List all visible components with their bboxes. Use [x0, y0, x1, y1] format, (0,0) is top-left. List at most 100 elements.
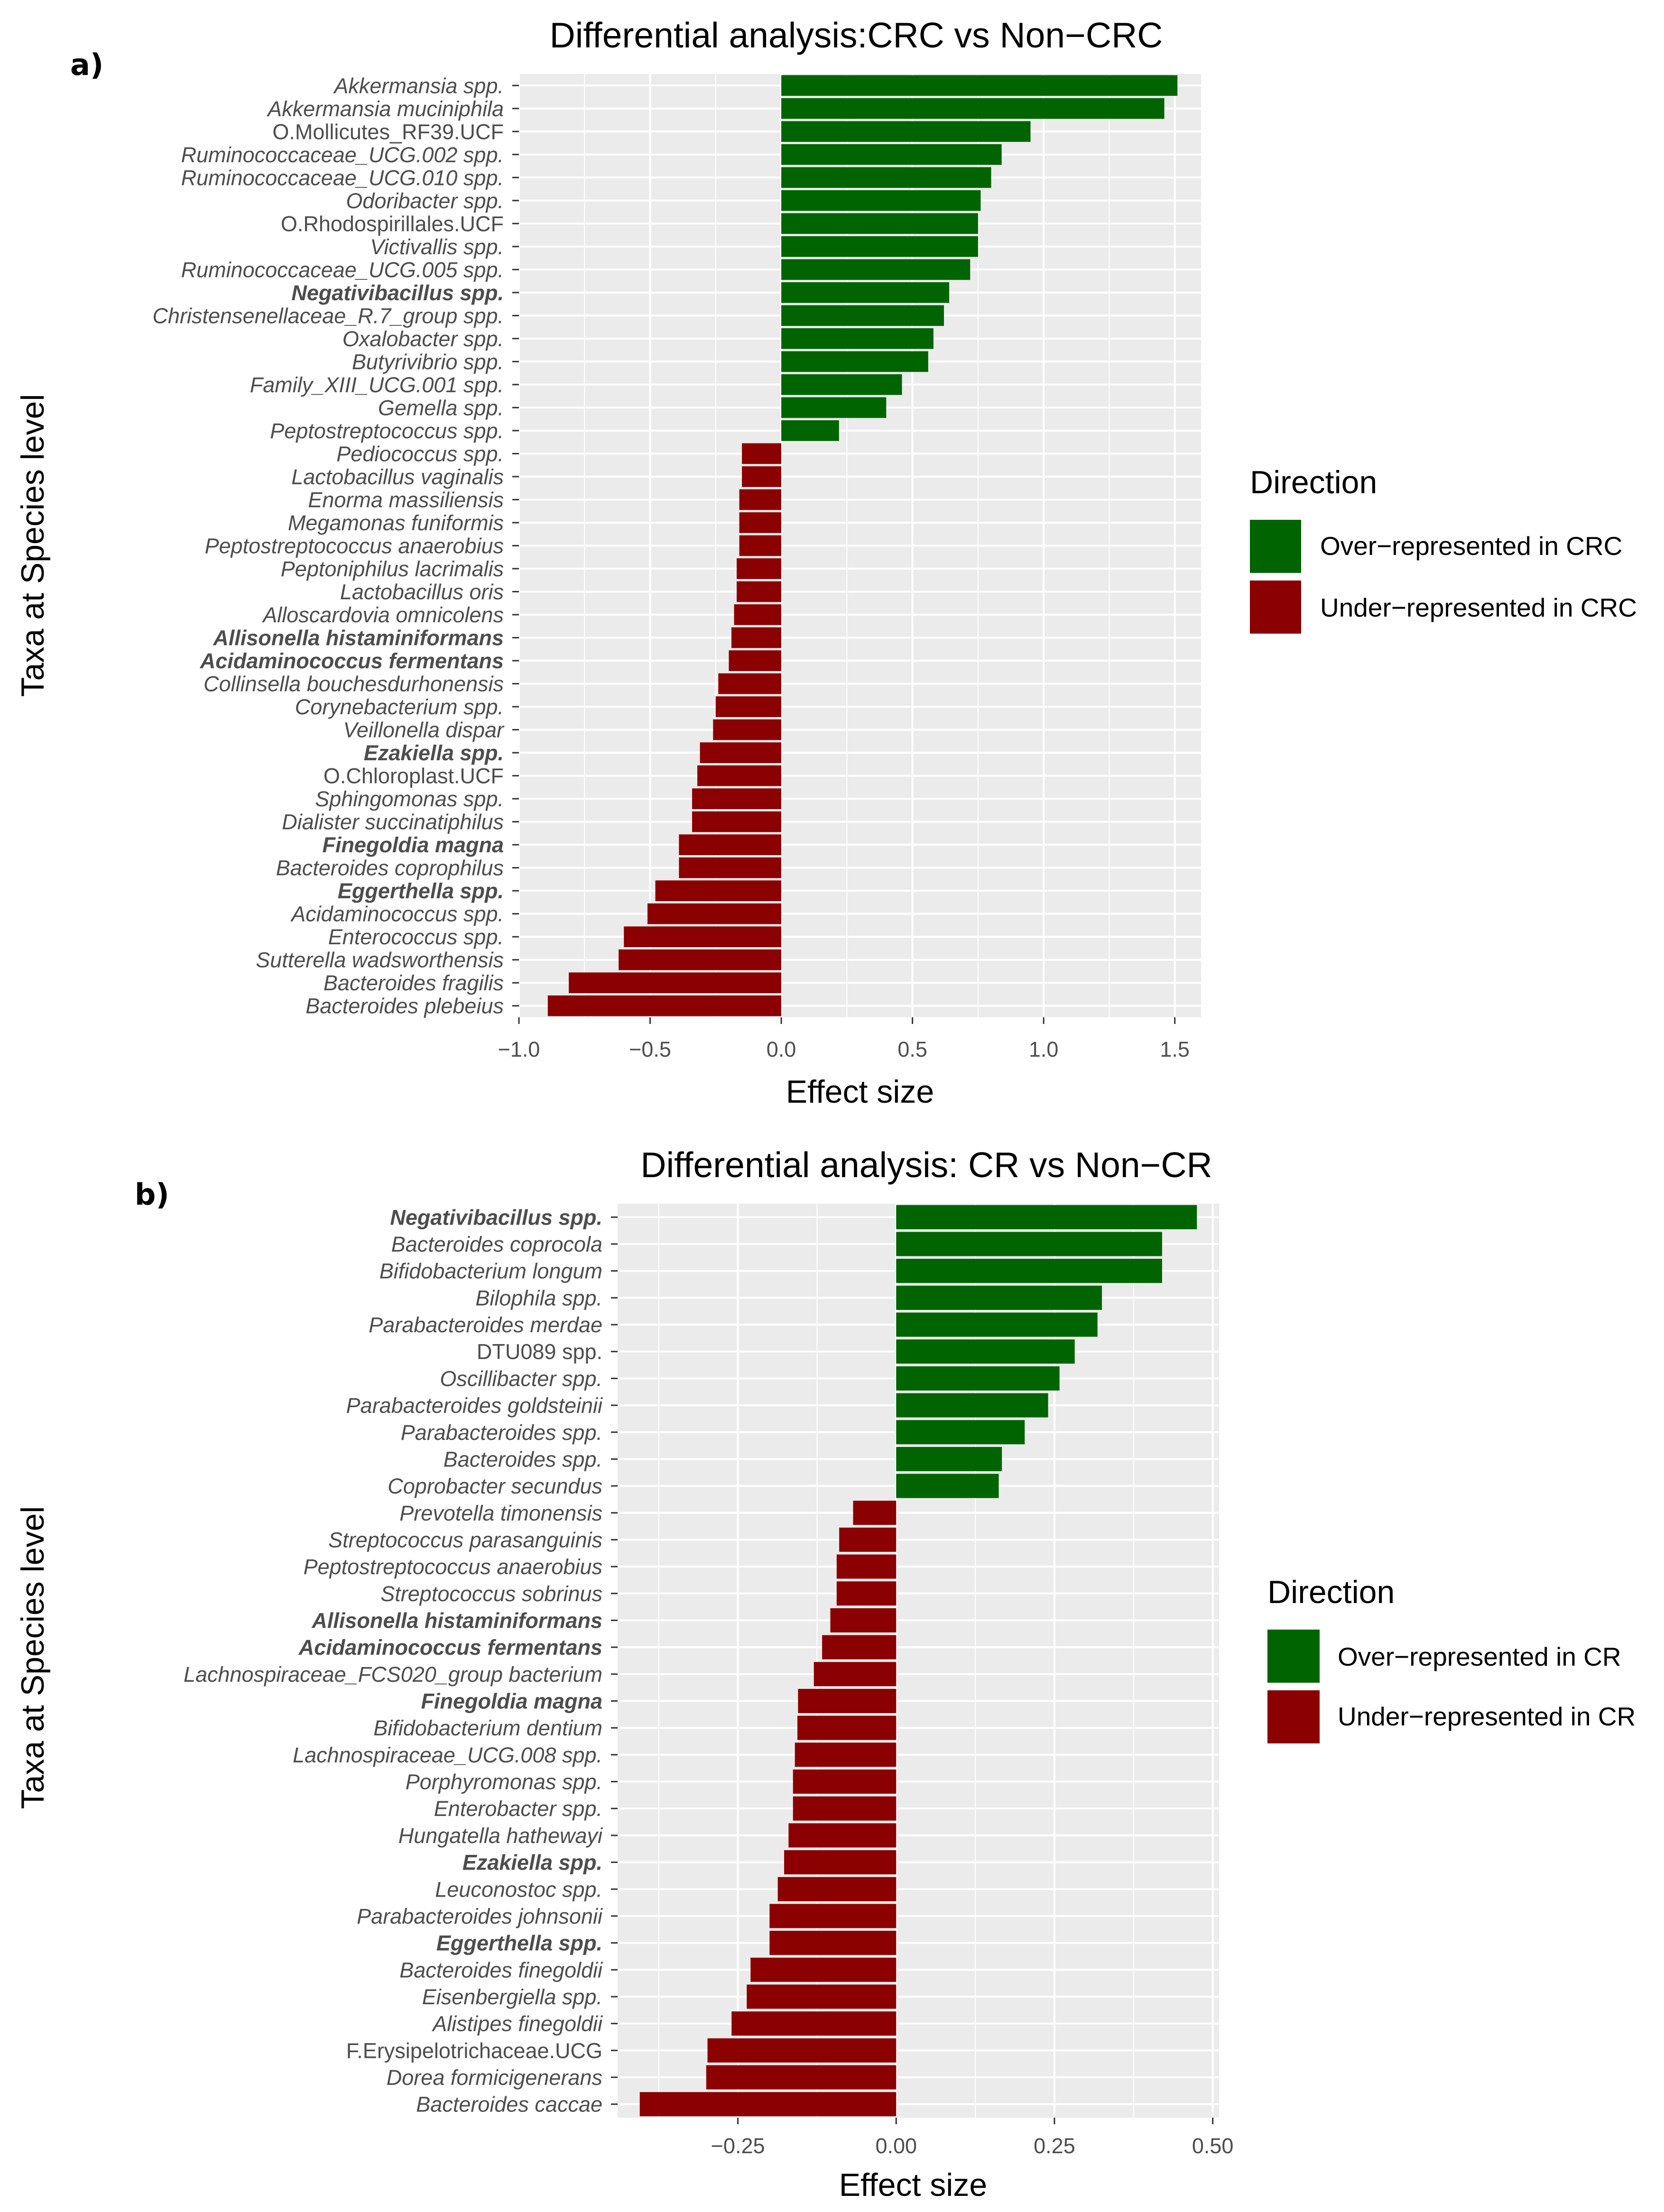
b-label-streptococcus-sobrinus: Streptococcus sobrinus [380, 1582, 602, 1606]
a-bar-lactobacillus-oris [737, 581, 782, 602]
a-bar-peptoniphilus-lacrimalis [737, 558, 782, 579]
panel-a: a) Differential analysis:CRC vs Non−CRC … [15, 15, 1637, 1110]
b-label-finegoldia-magna: Finegoldia magna [421, 1689, 602, 1714]
a-bar-ruminococcaceae-ucg-005-spp [781, 259, 971, 280]
panel-b-label: b) [135, 1177, 169, 1212]
a-x-tick-label: 1.5 [1160, 1037, 1190, 1061]
a-bar-peptostreptococcus-anaerobius [739, 535, 782, 556]
a-label-oxalobacter-spp: Oxalobacter spp. [342, 327, 504, 351]
b-bar-dtu089-spp [896, 1339, 1075, 1364]
a-label-ezakiella-spp: Ezakiella spp. [364, 741, 504, 765]
b-bar-lachnospiraceae-ucg-008-spp [795, 1742, 897, 1767]
b-label-dtu089-spp: DTU089 spp. [477, 1340, 602, 1364]
b-bar-negativibacillus-spp [896, 1205, 1197, 1229]
b-x-tick-label: 0.50 [1192, 2134, 1234, 2158]
b-label-enterobacter-spp: Enterobacter spp. [434, 1797, 602, 1821]
panel-b-x-ticks: −0.25 0.00 0.25 0.50 [711, 2118, 1234, 2158]
a-label-peptostreptococcus-spp: Peptostreptococcus spp. [270, 419, 504, 443]
a-label-o-mollicutes-rf39-ucf: O.Mollicutes_RF39.UCF [272, 120, 504, 144]
b-label-lachnospiraceae-fcs020-group-bacterium: Lachnospiraceae_FCS020_group bacterium [184, 1662, 602, 1687]
b-label-f-erysipelotrichaceae-ucg: F.Erysipelotrichaceae.UCG [346, 2038, 602, 2063]
panel-a-legend: Direction Over−represented in CRC Under−… [1250, 464, 1637, 634]
b-bar-bifidobacterium-dentium [797, 1715, 897, 1740]
b-label-negativibacillus-spp: Negativibacillus spp. [390, 1205, 602, 1229]
a-label-bacteroides-fragilis: Bacteroides fragilis [324, 971, 504, 995]
b-label-parabacteroides-goldsteinii: Parabacteroides goldsteinii [346, 1393, 603, 1418]
a-label-sphingomonas-spp: Sphingomonas spp. [315, 787, 504, 811]
panel-b-legend-title: Direction [1267, 1574, 1395, 1610]
b-bar-coprobacter-secundus [896, 1474, 999, 1498]
a-bar-collinsella-bouchesdurhonensis [718, 673, 782, 694]
a-x-tick-label: 0.5 [897, 1037, 927, 1061]
panel-b-x-axis-title: Effect size [839, 2167, 987, 2203]
a-label-negativibacillus-spp: Negativibacillus spp. [291, 281, 504, 305]
panel-a-label: a) [70, 47, 103, 82]
a-bar-veillonella-dispar [713, 719, 782, 740]
b-bar-leuconostoc-spp [777, 1877, 897, 1901]
b-bar-finegoldia-magna [798, 1689, 897, 1714]
b-label-bilophila-spp: Bilophila spp. [475, 1286, 602, 1310]
a-label-eggerthella-spp: Eggerthella spp. [338, 879, 504, 903]
a-x-tick-label: 1.0 [1029, 1037, 1059, 1061]
b-bar-ezakiella-spp [784, 1850, 897, 1875]
b-label-parabacteroides-johnsonii: Parabacteroides johnsonii [357, 1904, 603, 1928]
b-label-ezakiella-spp: Ezakiella spp. [462, 1851, 602, 1875]
a-bar-bacteroides-coprophilus [679, 857, 782, 878]
panel-b-y-ticks [611, 1216, 618, 2105]
a-label-ruminococcaceae-ucg-002-spp: Ruminococcaceae_UCG.002 spp. [181, 143, 504, 167]
b-label-leuconostoc-spp: Leuconostoc spp. [435, 1877, 602, 1901]
a-label-akkermansia-spp: Akkermansia spp. [333, 74, 504, 98]
b-label-bacteroides-coprocola: Bacteroides coprocola [391, 1232, 602, 1256]
a-bar-victivallis-spp [781, 236, 978, 257]
b-label-bacteroides-caccae: Bacteroides caccae [416, 2092, 602, 2117]
b-bar-streptococcus-parasanguinis [839, 1527, 897, 1552]
a-label-alloscardovia-omnicolens: Alloscardovia omnicolens [261, 603, 504, 627]
a-bar-bacteroides-fragilis [569, 972, 782, 994]
b-x-tick-label: −0.25 [711, 2134, 765, 2158]
a-label-lactobacillus-vaginalis: Lactobacillus vaginalis [291, 465, 504, 489]
b-bar-f-erysipelotrichaceae-ucg [707, 2038, 897, 2063]
b-label-oscillibacter-spp: Oscillibacter spp. [440, 1366, 602, 1391]
a-bar-o-mollicutes-rf39-ucf [781, 121, 1031, 142]
b-label-lachnospiraceae-ucg-008-spp: Lachnospiraceae_UCG.008 spp. [293, 1743, 602, 1767]
a-label-victivallis-spp: Victivallis spp. [370, 235, 504, 259]
b-bar-eisenbergiella-spp [747, 1984, 897, 2009]
b-bar-bacteroides-caccae [639, 2092, 897, 2117]
panel-b-bars [639, 1205, 1197, 2117]
a-label-odoribacter-spp: Odoribacter spp. [346, 189, 504, 213]
panel-a-x-axis-title: Effect size [786, 1074, 934, 1110]
b-label-allisonella-histaminiformans: Allisonella histaminiformans [311, 1608, 602, 1632]
panel-b-title: Differential analysis: CR vs Non−CR [640, 1145, 1212, 1185]
panel-a-legend-label-under: Under−represented in CRC [1320, 593, 1637, 622]
a-label-finegoldia-magna: Finegoldia magna [322, 833, 504, 857]
b-bar-streptococcus-sobrinus [836, 1581, 897, 1606]
b-x-tick-label: 0.00 [875, 2134, 917, 2158]
b-bar-acidaminococcus-fermentans [822, 1635, 897, 1659]
panel-a-title: Differential analysis:CRC vs Non−CRC [550, 15, 1163, 55]
b-bar-bacteroides-coprocola [896, 1232, 1162, 1256]
b-bar-bacteroides-spp [896, 1447, 1002, 1471]
a-bar-allisonella-histaminiformans [731, 627, 782, 648]
a-label-family-xiii-ucg-001-spp: Family_XIII_UCG.001 spp. [250, 373, 504, 397]
b-label-streptococcus-parasanguinis: Streptococcus parasanguinis [328, 1528, 602, 1552]
a-bar-odoribacter-spp [781, 190, 981, 211]
a-label-dialister-succinatiphilus: Dialister succinatiphilus [282, 810, 504, 834]
a-label-peptoniphilus-lacrimalis: Peptoniphilus lacrimalis [281, 557, 504, 581]
a-bar-ezakiella-spp [700, 742, 782, 763]
a-label-veillonella-dispar: Veillonella dispar [343, 718, 505, 742]
b-label-bacteroides-finegoldii: Bacteroides finegoldii [399, 1958, 603, 1982]
a-label-bacteroides-coprophilus: Bacteroides coprophilus [276, 856, 504, 880]
b-label-parabacteroides-merdae: Parabacteroides merdae [369, 1313, 602, 1337]
a-label-akkermansia-muciniphila: Akkermansia muciniphila [266, 97, 504, 121]
a-bar-oxalobacter-spp [781, 328, 934, 349]
b-bar-dorea-formicigenerans [706, 2065, 897, 2090]
panel-a-y-ticks [512, 84, 519, 1007]
a-label-peptostreptococcus-anaerobius: Peptostreptococcus anaerobius [205, 534, 504, 558]
a-bar-ruminococcaceae-ucg-010-spp [781, 167, 991, 188]
panel-b-legend-swatch-under [1267, 1690, 1320, 1743]
b-bar-enterobacter-spp [793, 1796, 897, 1821]
b-bar-bacteroides-finegoldii [750, 1957, 897, 1982]
a-bar-acidaminococcus-spp [647, 903, 782, 924]
a-bar-family-xiii-ucg-001-spp [781, 374, 902, 395]
b-bar-bilophila-spp [896, 1285, 1102, 1310]
